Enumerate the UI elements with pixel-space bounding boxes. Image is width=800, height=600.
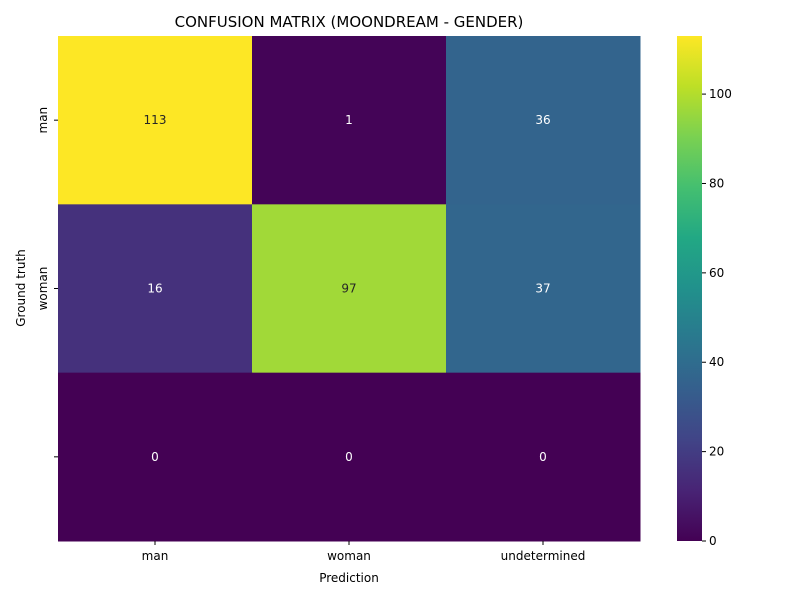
heatmap-cells: 113 1 36 16 97 37 0 0 0 — [58, 36, 641, 542]
heatmap-cell — [58, 372, 253, 542]
heatmap-cell — [252, 36, 447, 205]
heatmap-cell — [446, 36, 641, 205]
heatmap-cell — [58, 204, 253, 374]
x-tick-label: man — [142, 549, 169, 563]
y-tick-label: woman — [36, 267, 50, 311]
colorbar-tick-label: 80 — [709, 176, 724, 190]
cell-value-label: 37 — [535, 282, 550, 296]
heatmap-cell — [252, 204, 447, 374]
colorbar-tick-label: 0 — [709, 534, 717, 548]
cell-value-label: 113 — [144, 113, 167, 127]
x-tick-label: woman — [327, 549, 371, 563]
colorbar-tick-label: 40 — [709, 355, 724, 369]
cell-value-label: 36 — [535, 113, 550, 127]
x-tick-label: undetermined — [501, 549, 586, 563]
y-tick-label: man — [36, 107, 50, 134]
y-axis-label: Ground truth — [14, 249, 28, 327]
heatmap-cell — [446, 204, 641, 374]
y-axis-ticks: man woman — [36, 107, 58, 458]
cell-value-label: 0 — [539, 450, 547, 464]
heatmap-cell — [252, 372, 447, 542]
colorbar: 0 20 40 60 80 100 — [677, 36, 732, 548]
cell-value-label: 97 — [341, 282, 356, 296]
heatmap-cell — [58, 36, 253, 205]
cell-value-label: 0 — [151, 450, 159, 464]
colorbar-tick-label: 60 — [709, 266, 724, 280]
cell-value-label: 0 — [345, 450, 353, 464]
colorbar-tick-label: 100 — [709, 87, 732, 101]
chart-title: CONFUSION MATRIX (MOONDREAM - GENDER) — [175, 13, 524, 31]
x-axis-label: Prediction — [319, 571, 379, 585]
heatmap-cell — [446, 372, 641, 542]
cell-value-label: 16 — [147, 282, 162, 296]
colorbar-tick-label: 20 — [709, 445, 724, 459]
cell-value-label: 1 — [345, 113, 353, 127]
colorbar-gradient — [677, 36, 702, 541]
x-axis-ticks: man woman undetermined — [142, 541, 586, 563]
